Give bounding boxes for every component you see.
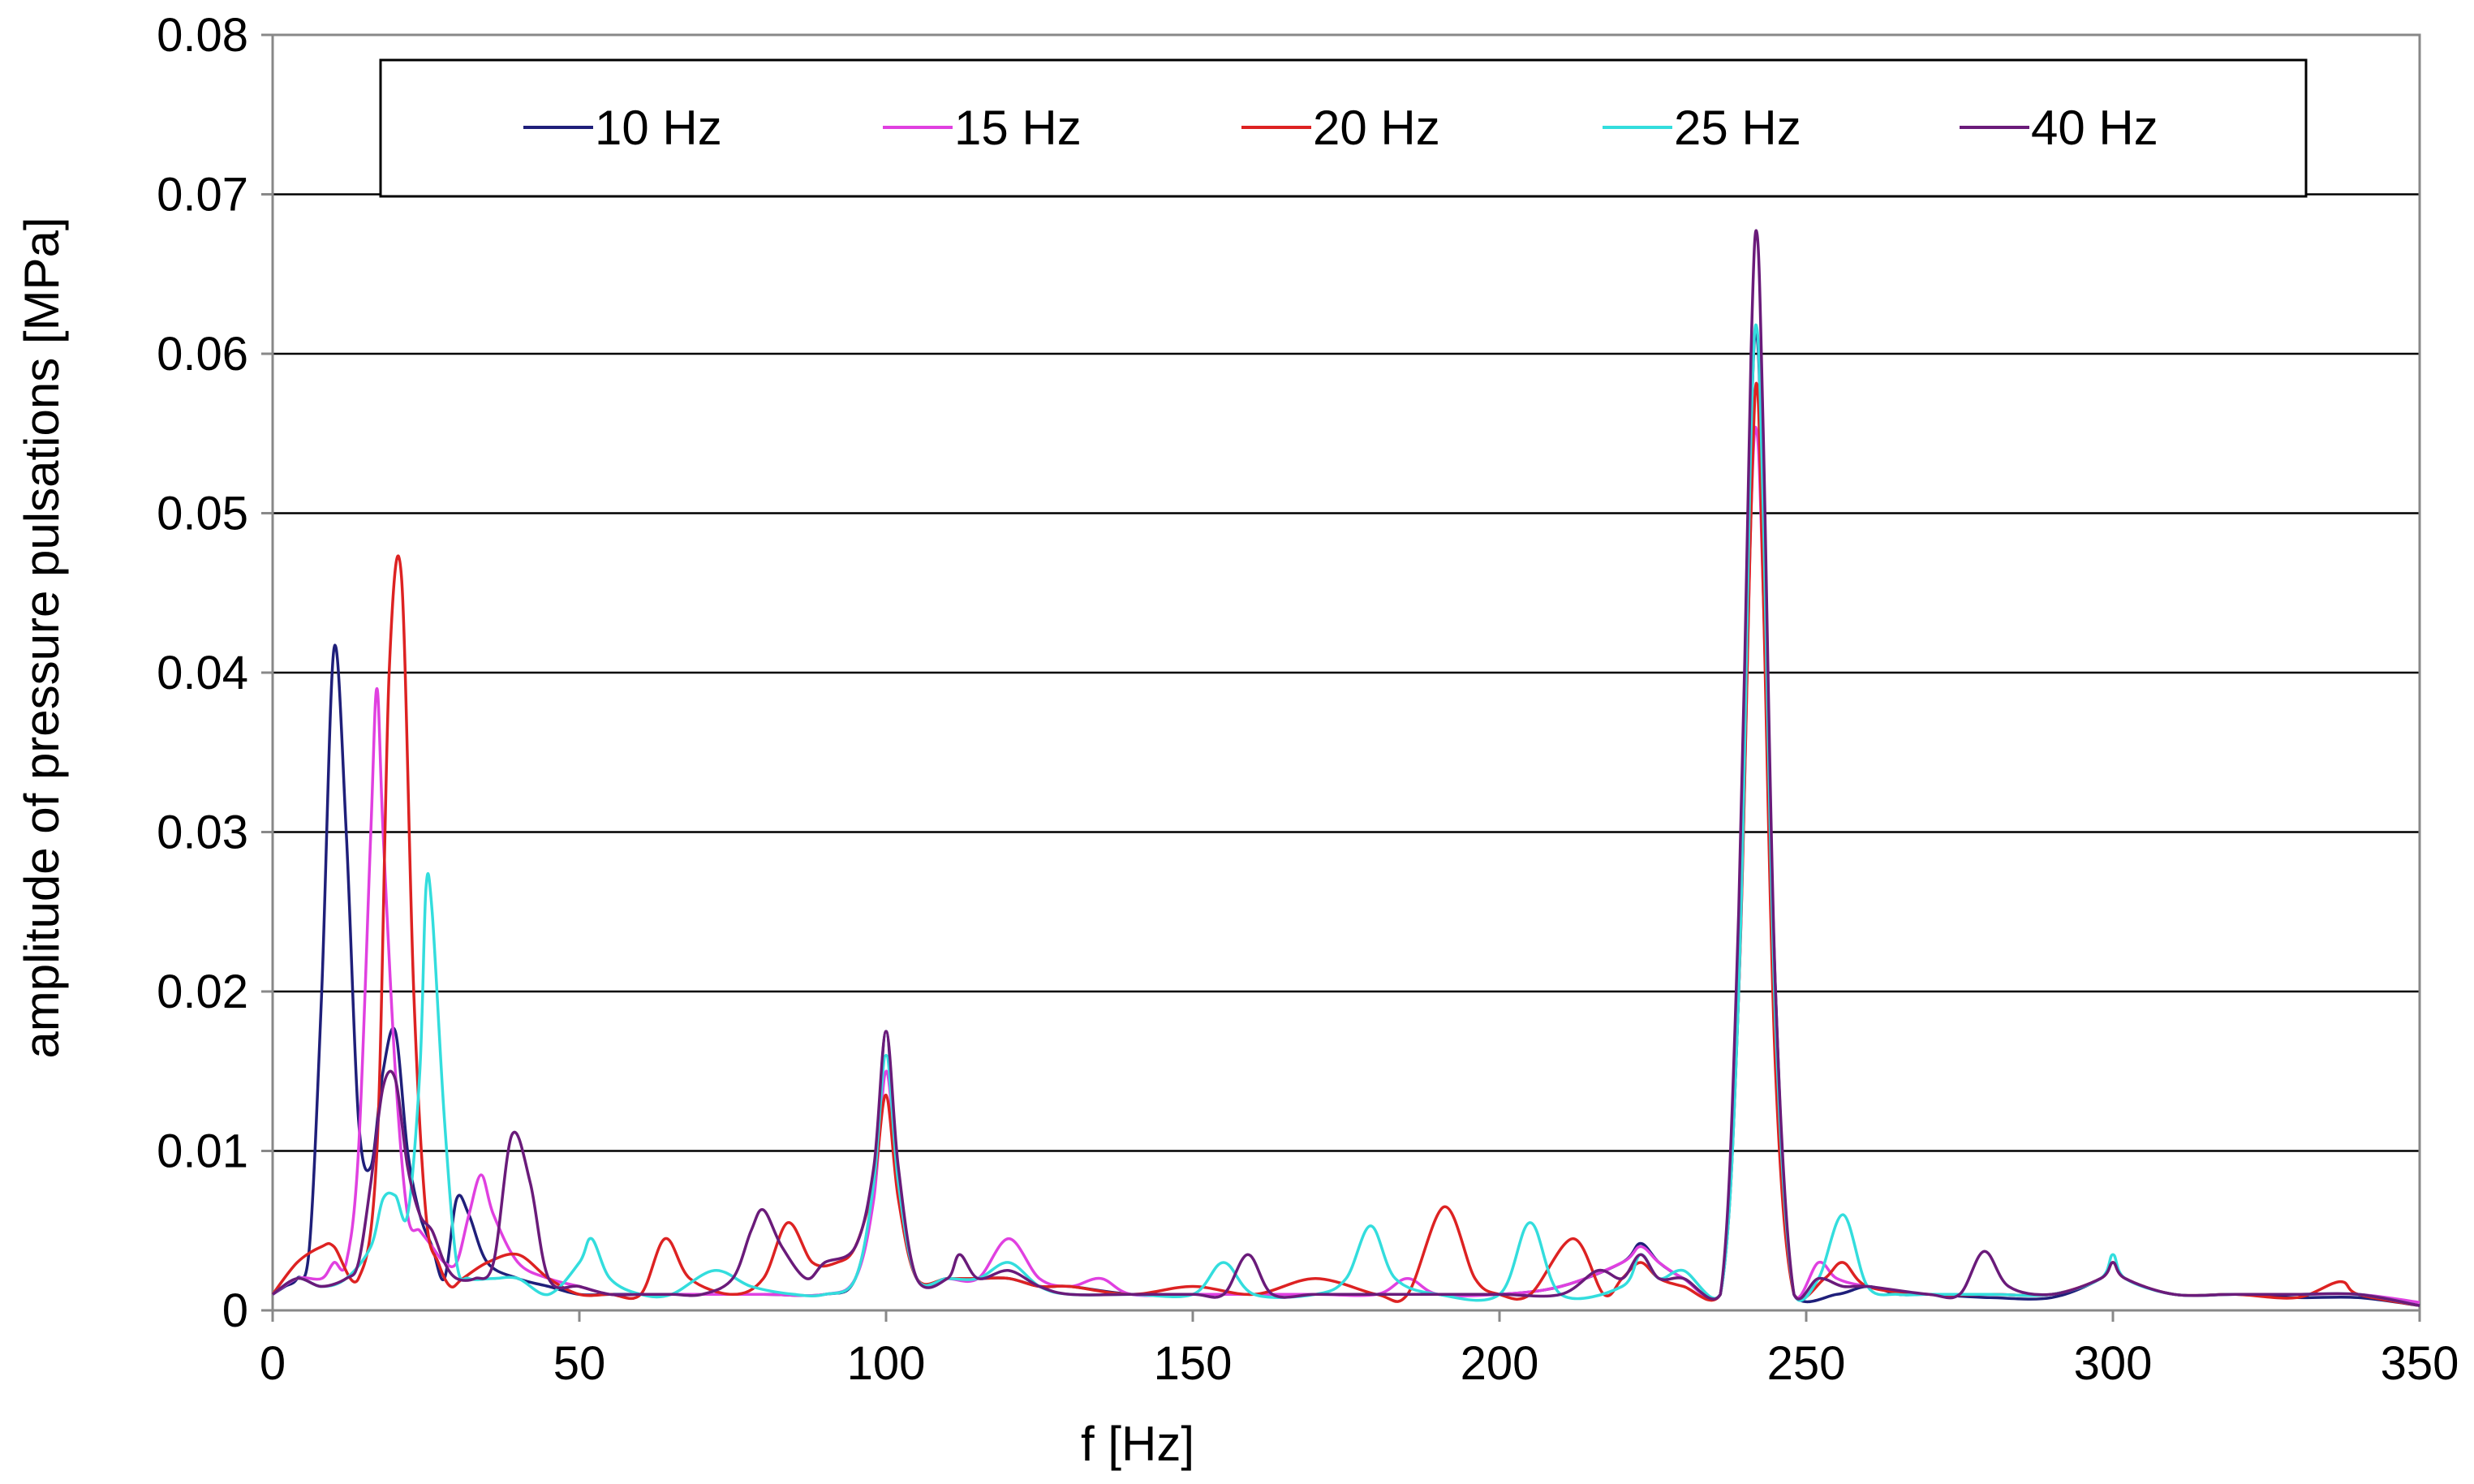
y-axis-title: amplitude of pressure pulsations [MPa]	[15, 217, 69, 1058]
x-tick-label: 250	[1767, 1337, 1846, 1390]
legend: 10 Hz 15 Hz 20 Hz 25 Hz 40 Hz	[379, 58, 2308, 198]
series-lines	[271, 229, 2420, 1307]
y-tick-label: 0.06	[157, 328, 248, 381]
series-line-20-hz	[271, 381, 2420, 1307]
y-axis-ticks: 0 0.01 0.02 0.03 0.04 0.05 0.06 0.07 0.08	[157, 9, 273, 1337]
x-tick-label: 300	[2074, 1337, 2153, 1390]
legend-label-15-hz: 15 Hz	[954, 101, 1082, 155]
legend-label-10-hz: 10 Hz	[595, 101, 722, 155]
series-line-15-hz	[272, 425, 2420, 1304]
y-tick-label: 0	[222, 1284, 248, 1337]
x-tick-label: 0	[260, 1337, 286, 1390]
series-line-25-hz	[271, 323, 2420, 1307]
grid	[273, 33, 2420, 1152]
x-axis-ticks: 0 50 100 150 200 250 300 350	[260, 1310, 2459, 1390]
x-axis-title: f [Hz]	[1081, 1417, 1194, 1471]
y-tick-label: 0.08	[157, 9, 248, 62]
y-tick-label: 0.01	[157, 1125, 248, 1178]
legend-items: 10 Hz 15 Hz 20 Hz 25 Hz 40 Hz	[523, 101, 2158, 155]
series-line-10-hz	[272, 330, 2420, 1307]
y-tick-label: 0.02	[157, 966, 248, 1018]
y-tick-label: 0.04	[157, 647, 248, 699]
x-tick-label: 100	[847, 1337, 926, 1390]
y-tick-label: 0.07	[157, 169, 248, 222]
legend-label-40-hz: 40 Hz	[2031, 101, 2158, 155]
legend-label-20-hz: 20 Hz	[1313, 101, 1440, 155]
x-tick-label: 200	[1461, 1337, 1539, 1390]
series-line-40-hz	[271, 229, 2420, 1307]
y-tick-label: 0.05	[157, 488, 248, 540]
x-tick-label: 350	[2381, 1337, 2459, 1390]
x-tick-label: 50	[553, 1337, 606, 1390]
y-tick-label: 0.03	[157, 807, 248, 859]
x-tick-label: 150	[1154, 1337, 1233, 1390]
legend-label-25-hz: 25 Hz	[1674, 101, 1801, 155]
